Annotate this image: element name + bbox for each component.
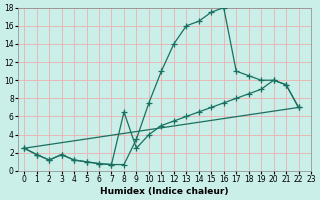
X-axis label: Humidex (Indice chaleur): Humidex (Indice chaleur) <box>100 187 229 196</box>
